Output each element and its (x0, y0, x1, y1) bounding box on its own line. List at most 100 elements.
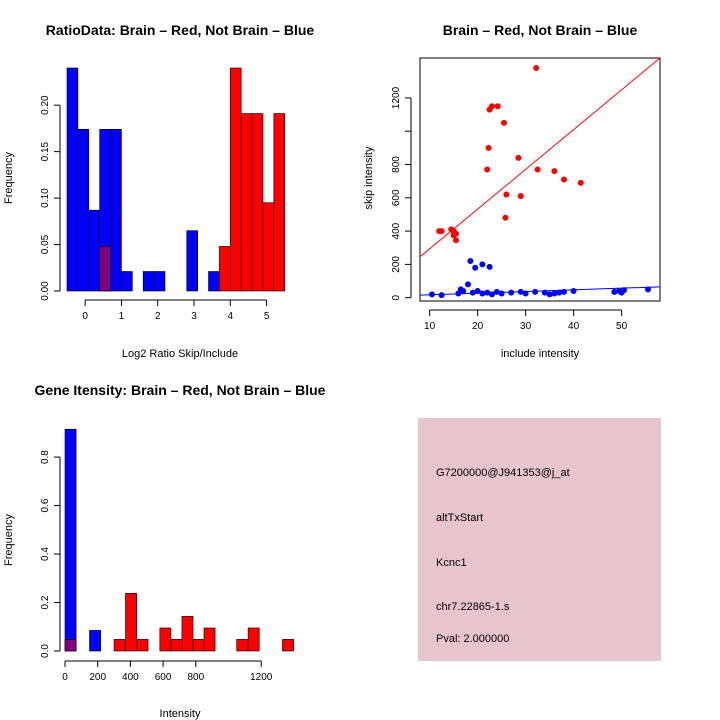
scatter-point-red (515, 154, 522, 161)
scatter-point-blue (546, 291, 553, 298)
scatter-frame (419, 57, 661, 302)
info-panel: G7200000@J941353@j_at altTxStart Kcnc1 c… (418, 418, 661, 661)
scatter-x-tick-label: 50 (616, 321, 628, 332)
gene-x-tick-label: 0 (62, 672, 68, 683)
gene-axes: 0 200 400 600 800 1200 0.0 0.2 0.4 0.6 0.8 (40, 450, 273, 683)
ratio-bar-red (230, 67, 242, 292)
scatter-point-red (577, 179, 584, 186)
ratio-bar-blue (153, 271, 166, 292)
scatter-fit-lines (419, 57, 661, 296)
ratio-bar-blue (142, 271, 155, 292)
scatter-point-red (485, 144, 492, 151)
scatter-point-blue (498, 290, 505, 297)
scatter-point-blue (472, 264, 479, 271)
scatter-y-tick-label: 800 (391, 156, 402, 173)
ratio-x-tick-label: 5 (264, 311, 270, 322)
gene-bar-red (113, 639, 126, 652)
ratio-histogram: RatioData: Brain – Red, Not Brain – Blue… (3, 22, 314, 360)
gene-bar-red (203, 627, 216, 652)
gene-bar-blue (64, 428, 77, 652)
scatter-points (429, 64, 651, 299)
scatter-point-red (484, 166, 491, 173)
gene-name: Kcnc1 (436, 557, 467, 569)
ratio-bar-blue (110, 129, 122, 292)
ratio-x-tick-label: 0 (82, 311, 88, 322)
scatter-point-red (489, 103, 495, 110)
ratio-x-tick-label: 3 (191, 311, 197, 322)
scatter-xlabel: include intensity (501, 348, 580, 360)
gene-x-tick-label: 400 (122, 672, 139, 683)
scatter-fit-line-red (419, 57, 661, 258)
scatter-y-tick-label: 200 (391, 256, 402, 273)
scatter-point-red (561, 176, 567, 183)
scatter-point-blue (551, 290, 558, 297)
ratio-bar-blue (66, 67, 79, 292)
scatter-x-tick-label: 10 (424, 321, 436, 332)
ratio-xlabel: Log2 Ratio Skip/Include (122, 348, 238, 360)
scatter-point-blue (645, 286, 651, 293)
ratio-bar-red (251, 113, 264, 292)
ratio-y-tick-label: 0.00 (40, 281, 51, 301)
scatter-point-blue (438, 292, 445, 299)
gene-xlabel: Intensity (160, 708, 201, 720)
ratio-x-tick-label: 2 (155, 311, 161, 322)
scatter-point-blue (541, 289, 548, 296)
ratio-bar-red (219, 246, 231, 292)
ratio-bar-red (273, 113, 286, 292)
scatter-plot: Brain – Red, Not Brain – Blue 10 20 30 40 50… (363, 22, 661, 360)
ratio-bar-blue (208, 271, 220, 292)
scatter-point-blue (532, 288, 539, 295)
event-type: altTxStart (436, 512, 483, 524)
ratio-bar-red (262, 202, 275, 292)
scatter-point-red (517, 193, 524, 200)
scatter-point-blue (469, 289, 476, 296)
scatter-point-blue (493, 288, 500, 295)
scatter-point-blue (429, 291, 435, 298)
scatter-point-blue (479, 290, 486, 297)
gene-bar-blue (89, 630, 101, 652)
scatter-point-blue (467, 258, 474, 265)
ratio-bar-blue (77, 129, 90, 292)
scatter-point-blue (522, 290, 529, 297)
info-panel-background (418, 418, 661, 661)
gene-y-tick-label: 0.2 (40, 595, 51, 609)
pval: Pval: 2.000000 (436, 633, 509, 645)
scatter-x-tick-label: 20 (472, 321, 484, 332)
scatter-axes: 10 20 30 40 50 0 200 400 600 800 1200 (391, 86, 628, 332)
scatter-point-red (438, 228, 445, 235)
gene-y-tick-label: 0.0 (40, 644, 51, 658)
scatter-y-tick-label: 1200 (391, 86, 402, 109)
gene-x-tick-label: 600 (155, 672, 172, 683)
ratio-bar-overlap (99, 246, 111, 292)
gene-bar-red (193, 639, 205, 652)
scatter-point-red (503, 191, 510, 198)
scatter-title: Brain – Red, Not Brain – Blue (443, 22, 638, 38)
scatter-point-blue (460, 288, 467, 295)
gene-bar-red (136, 639, 149, 652)
ratio-y-tick-label: 0.20 (40, 95, 51, 115)
gene-bars (64, 428, 294, 652)
ratio-bar-red (240, 113, 253, 292)
gene-title: Gene Itensity: Brain – Red, Not Brain – … (35, 382, 326, 398)
ratio-ylabel: Frequency (3, 152, 15, 204)
scatter-point-blue (556, 289, 563, 296)
scatter-point-blue (517, 288, 524, 295)
gene-bar-red (282, 639, 294, 652)
scatter-point-red (533, 64, 540, 71)
scatter-point-red (453, 230, 459, 237)
gene-y-tick-label: 0.4 (40, 547, 51, 561)
gene-bar-overlap (64, 639, 77, 652)
gene-y-tick-label: 0.6 (40, 498, 51, 512)
ratio-x-tick-label: 1 (119, 311, 125, 322)
scatter-point-red (551, 168, 558, 175)
scatter-point-red (494, 103, 501, 110)
scatter-y-tick-label: 600 (391, 189, 402, 206)
gene-x-tick-label: 200 (89, 672, 106, 683)
scatter-x-tick-label: 40 (568, 321, 580, 332)
ratio-y-tick-label: 0.10 (40, 188, 51, 208)
gene-bar-red (170, 639, 183, 652)
probe-id: G7200000@J941353@j_at (436, 467, 570, 479)
scatter-ylabel: skip intensity (363, 146, 375, 209)
scatter-point-blue (570, 288, 577, 295)
ratio-x-tick-label: 4 (228, 311, 234, 322)
